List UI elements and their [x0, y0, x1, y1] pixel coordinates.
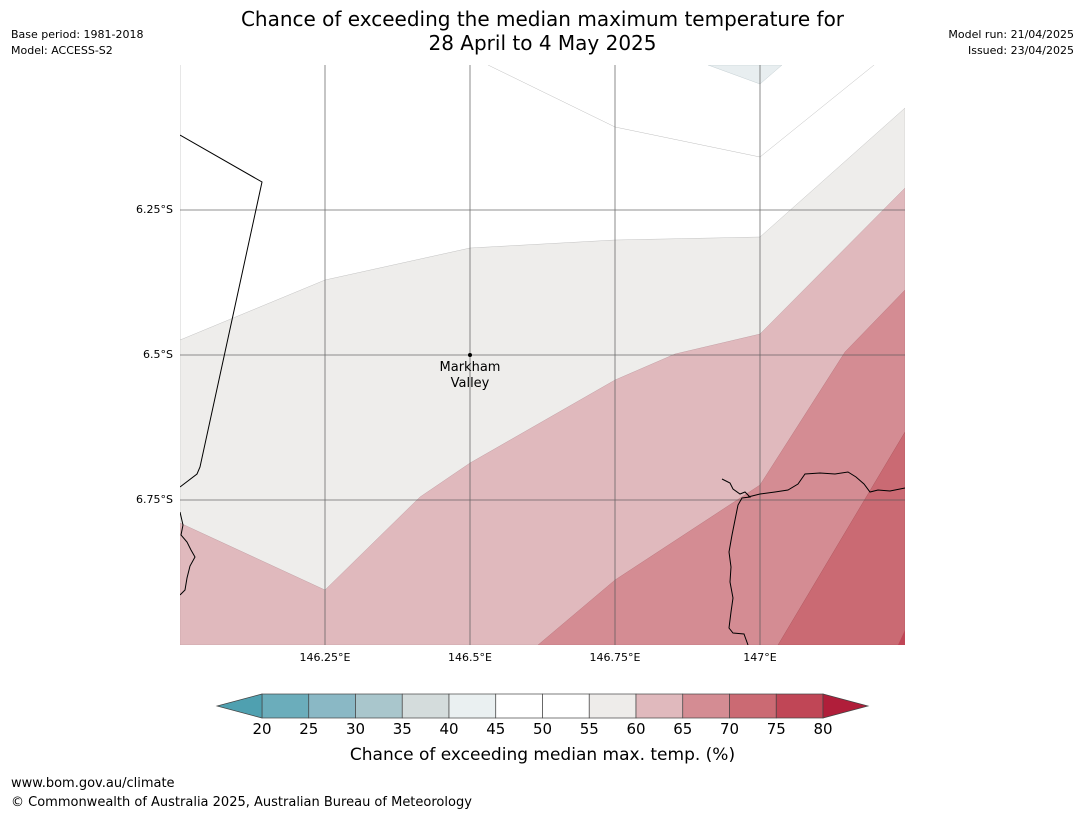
- colorbar-cell: [448, 693, 497, 719]
- model-run: Model run: 21/04/2025: [948, 28, 1074, 41]
- coastline-north: [747, 471, 905, 498]
- colorbar-tick-label: 65: [673, 720, 693, 738]
- colorbar-tick-label: 25: [299, 720, 319, 738]
- lon-label-146-25: 146.25°E: [299, 651, 351, 664]
- lat-label-6-75: 6.75°S: [136, 493, 173, 506]
- colorbar-cell: [682, 693, 730, 719]
- title-line-1: Chance of exceeding the median maximum t…: [240, 7, 845, 31]
- colorbar-tick-label: 35: [392, 720, 412, 738]
- footer-copyright: © Commonwealth of Australia 2025, Austra…: [11, 795, 472, 810]
- colorbar-tick-label: 70: [719, 720, 740, 738]
- colorbar-tick-label: 50: [532, 720, 553, 738]
- colorbar-cell: [261, 693, 310, 719]
- markham-valley-marker: [468, 353, 472, 357]
- lon-label-146-5: 146.5°E: [448, 651, 492, 664]
- colorbar-tick-label: 40: [439, 720, 459, 738]
- colorbar-cell: [355, 693, 403, 719]
- colorbar-cell: [775, 693, 824, 719]
- colorbar-cell: [588, 693, 637, 719]
- colorbar-over-arrow: [822, 693, 870, 719]
- region-40-45: [707, 65, 783, 85]
- place-label-line-2: Valley: [450, 376, 490, 391]
- colorbar-tick-label: 20: [252, 720, 272, 738]
- chart-title: Chance of exceeding the median maximum t…: [0, 7, 1085, 55]
- colorbar-tick-label: 45: [486, 720, 506, 738]
- lat-label-6-25: 6.25°S: [136, 203, 173, 216]
- contour-50: [487, 65, 875, 158]
- place-label-line-1: Markham: [439, 360, 501, 375]
- coastline-west: [180, 511, 196, 596]
- region-70-75: [777, 431, 905, 645]
- colorbar-cell: [729, 693, 777, 719]
- base-period: Base period: 1981-2018: [11, 28, 144, 41]
- lon-label-146-75: 146.75°E: [589, 651, 641, 664]
- forecast-map: [180, 65, 905, 645]
- meta-left: Base period: 1981-2018 Model: ACCESS-S2: [11, 27, 143, 59]
- title-line-2: 28 April to 4 May 2025: [428, 31, 657, 55]
- colorbar-cells: [261, 693, 824, 719]
- colorbar-tick-label: 30: [345, 720, 366, 738]
- footer-url: www.bom.gov.au/climate: [11, 776, 175, 791]
- colorbar-cell: [635, 693, 684, 719]
- province-boundary: [180, 134, 263, 488]
- meta-right: Model run: 21/04/2025 Issued: 23/04/2025: [948, 27, 1074, 59]
- colorbar-tick-label: 60: [626, 720, 646, 738]
- colorbar-tick-label: 55: [579, 720, 599, 738]
- colorbar-tick-label: 75: [766, 720, 786, 738]
- colorbar-cell: [542, 693, 590, 719]
- model-name: Model: ACCESS-S2: [11, 44, 113, 57]
- coastline-east: [721, 478, 752, 645]
- colorbar-label: Chance of exceeding median max. temp. (%…: [349, 745, 736, 765]
- colorbar-cell: [401, 693, 450, 719]
- lat-label-6-5: 6.5°S: [143, 348, 173, 361]
- lon-label-147: 147°E: [743, 651, 777, 664]
- place-label-markham-valley: Markham Valley: [410, 360, 530, 392]
- issued-date: Issued: 23/04/2025: [967, 44, 1074, 57]
- colorbar-cell: [308, 693, 356, 719]
- colorbar-tick-label: 80: [813, 720, 833, 738]
- colorbar-under-arrow: [215, 693, 263, 719]
- region-75-80: [898, 630, 905, 645]
- colorbar-cell: [495, 693, 543, 719]
